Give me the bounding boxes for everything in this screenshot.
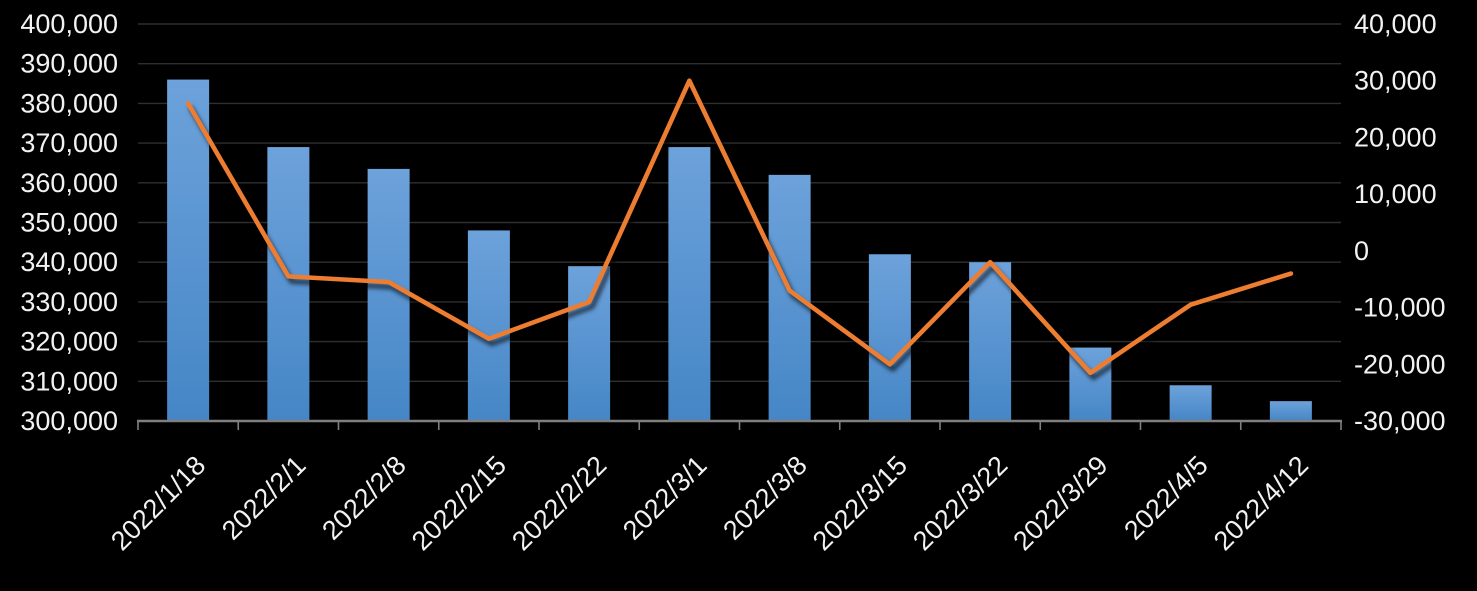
bar[interactable] — [1169, 385, 1212, 421]
left-axis-tick-label: 310,000 — [20, 366, 118, 396]
left-axis-labels: 400,000 390,000 380,000 370,000 360,000 350,0… — [20, 9, 118, 436]
bar[interactable] — [1269, 401, 1312, 421]
x-axis-tick-label: 2022/1/18 — [105, 450, 211, 556]
right-axis-tick-label: 40,000 — [1354, 9, 1437, 39]
left-axis-tick-label: 400,000 — [20, 9, 118, 39]
line-series[interactable] — [185, 78, 1294, 376]
right-axis-tick-label: -20,000 — [1354, 349, 1446, 379]
x-axis-tick-label: 2022/3/15 — [807, 450, 913, 556]
right-axis-tick-label: -30,000 — [1354, 406, 1446, 436]
bar[interactable] — [367, 168, 410, 421]
left-axis-tick-label: 380,000 — [20, 88, 118, 118]
x-axis-tick-label: 2022/3/22 — [907, 450, 1013, 556]
line-series-path[interactable] — [185, 78, 1294, 376]
x-axis-tick-label: 2022/2/22 — [506, 450, 612, 556]
right-axis-tick-label: 20,000 — [1354, 122, 1437, 152]
bar[interactable] — [267, 147, 310, 421]
left-axis-tick-label: 330,000 — [20, 287, 118, 317]
left-axis-tick-label: 350,000 — [20, 208, 118, 238]
right-axis-labels: 40,000 30,000 20,000 10,000 0 -10,000 -20,000 -… — [1354, 9, 1446, 436]
x-axis-tick-label: 2022/3/8 — [717, 450, 813, 546]
x-axis-tick-label: 2022/2/15 — [406, 450, 512, 556]
x-axis — [137, 419, 1342, 430]
left-axis-tick-label: 360,000 — [20, 168, 118, 198]
right-axis-tick-label: 10,000 — [1354, 179, 1437, 209]
bar[interactable] — [467, 230, 510, 421]
right-axis-tick-label: 30,000 — [1354, 66, 1437, 96]
bar[interactable] — [969, 262, 1012, 421]
left-axis-tick-label: 340,000 — [20, 247, 118, 277]
bar-series[interactable] — [167, 79, 1312, 421]
x-axis-tick-label: 2022/4/12 — [1208, 450, 1314, 556]
left-axis-tick-label: 300,000 — [20, 406, 118, 436]
left-axis-tick-label: 370,000 — [20, 128, 118, 158]
gridlines — [138, 23, 1341, 422]
bar[interactable] — [167, 79, 210, 421]
x-axis-labels: 2022/1/18 2022/2/1 2022/2/82022/2/152022/2… — [105, 450, 1314, 556]
bar[interactable] — [768, 174, 811, 421]
bar[interactable] — [568, 266, 611, 421]
right-axis-tick-label: -10,000 — [1354, 293, 1446, 323]
left-axis-tick-label: 320,000 — [20, 327, 118, 357]
x-axis-tick-label: 2022/2/8 — [316, 450, 412, 546]
bar[interactable] — [868, 254, 911, 421]
bar[interactable] — [668, 147, 711, 421]
x-axis-tick-label: 2022/3/29 — [1007, 450, 1113, 556]
x-axis-tick-label: 2022/4/5 — [1118, 450, 1214, 546]
right-axis-tick-label: 0 — [1354, 236, 1369, 266]
left-axis-tick-label: 390,000 — [20, 49, 118, 79]
x-axis-tick-label: 2022/2/1 — [216, 450, 312, 546]
x-axis-tick-label: 2022/3/1 — [617, 450, 713, 546]
